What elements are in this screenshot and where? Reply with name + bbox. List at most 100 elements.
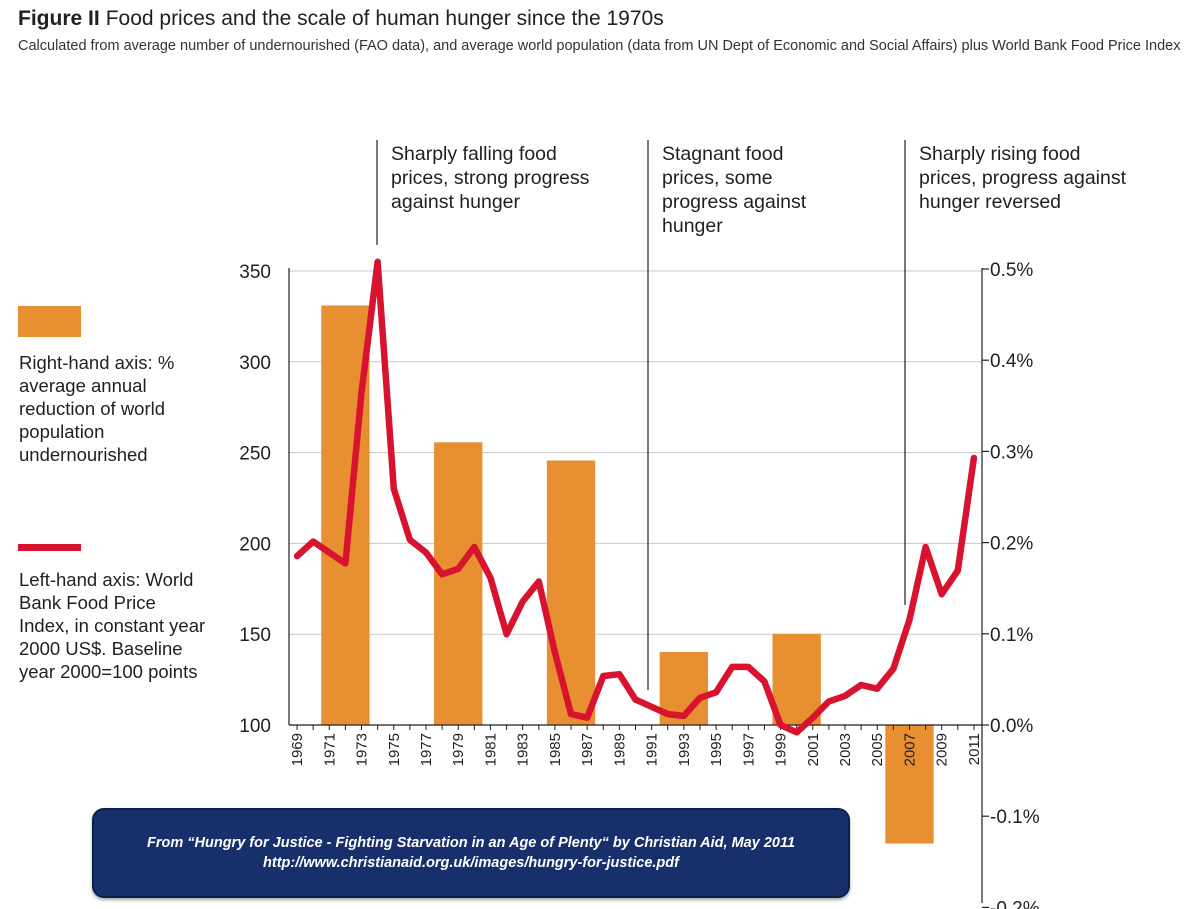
figure-label: Figure II bbox=[18, 7, 100, 30]
line-point bbox=[586, 717, 588, 719]
line-point bbox=[506, 633, 508, 635]
line-point bbox=[441, 573, 443, 575]
x-axis-tick-label: 2001 bbox=[805, 733, 822, 766]
annotation-text-line: hunger bbox=[662, 215, 723, 237]
x-axis-tick-label: 1977 bbox=[418, 733, 435, 766]
line-point bbox=[796, 731, 798, 733]
x-axis-tick-label: 2009 bbox=[934, 733, 951, 766]
line-point bbox=[489, 577, 491, 579]
source-line-1: From “Hungry for Justice - Fighting Star… bbox=[146, 835, 796, 851]
right-axis-tick-label: -0.2% bbox=[990, 898, 1040, 909]
right-axis-tick-label: 0.4% bbox=[990, 351, 1033, 372]
line-point bbox=[522, 601, 524, 603]
annotation-text: Stagnant food prices, some progress agains… bbox=[662, 143, 807, 237]
x-axis-tick-label: 2005 bbox=[869, 733, 886, 766]
line-point bbox=[554, 651, 556, 653]
line-point bbox=[780, 724, 782, 726]
line-point bbox=[377, 261, 379, 263]
line-point bbox=[763, 680, 765, 682]
line-point bbox=[667, 713, 669, 715]
line-point bbox=[941, 593, 943, 595]
grid-lines bbox=[289, 270, 982, 635]
left-axis-tick-label: 200 bbox=[239, 534, 271, 555]
right-axis-tick-label: 0.1% bbox=[990, 625, 1033, 646]
line-point bbox=[925, 546, 927, 548]
line-point bbox=[828, 700, 830, 702]
line-point bbox=[957, 570, 959, 572]
legend-bar-label: Right-hand axis: % average annual reduct… bbox=[19, 352, 175, 465]
x-axis-tick-label: 1989 bbox=[611, 733, 628, 766]
line-point bbox=[715, 691, 717, 693]
line-point bbox=[699, 697, 701, 699]
line-point bbox=[425, 551, 427, 553]
left-axis-tick-label: 150 bbox=[239, 625, 271, 646]
annotation-text-line: prices, some bbox=[662, 167, 773, 189]
legend-line-label: Left-hand axis: World Bank Food Price In… bbox=[19, 569, 206, 682]
legend-bar-swatch bbox=[18, 306, 81, 337]
bar bbox=[546, 460, 596, 725]
annotation-text-line: progress against bbox=[662, 191, 807, 213]
right-axis-tick-label: 0.0% bbox=[990, 716, 1033, 737]
x-axis-tick-label: 1997 bbox=[740, 733, 757, 766]
annotation-text-line: prices, progress against bbox=[919, 167, 1127, 189]
left-axis-tick-label: 300 bbox=[239, 353, 271, 374]
line-point bbox=[892, 668, 894, 670]
left-axis-tick-label: 250 bbox=[239, 444, 271, 465]
line-point bbox=[973, 457, 975, 459]
period-annotations: Sharply falling food prices, strong progr… bbox=[376, 140, 1127, 690]
line-point bbox=[844, 695, 846, 697]
line-point bbox=[731, 666, 733, 668]
line-point bbox=[296, 555, 298, 557]
line-point bbox=[361, 392, 363, 394]
annotation-text-line: prices, strong progress bbox=[391, 167, 590, 189]
line-point bbox=[683, 715, 685, 717]
line-point bbox=[409, 539, 411, 541]
line-point bbox=[812, 717, 814, 719]
chart-title: Figure II Food prices and the scale of hu… bbox=[18, 6, 1193, 32]
bar-series bbox=[321, 305, 934, 844]
x-axis-tick-label: 2011 bbox=[966, 733, 983, 765]
price-line-series bbox=[293, 258, 978, 736]
annotation-text-line: against hunger bbox=[391, 191, 521, 213]
annotation-text-line: Sharply rising food bbox=[919, 143, 1081, 165]
source-url: http://www.christianaid.org.uk/images/hu… bbox=[263, 855, 679, 871]
annotation-text: Sharply rising food prices, progress agai… bbox=[919, 143, 1127, 213]
annotation-text-line: hunger reversed bbox=[919, 191, 1061, 213]
chart-subtitle: Calculated from average number of undern… bbox=[18, 38, 1181, 54]
x-axis-tick-label: 1987 bbox=[579, 733, 596, 766]
line-point bbox=[328, 551, 330, 553]
bar bbox=[434, 442, 483, 725]
line-point bbox=[635, 699, 636, 701]
left-axis-tick-label: 100 bbox=[239, 716, 271, 737]
source-citation-box: From “Hungry for Justice - Fighting Star… bbox=[92, 808, 850, 898]
line-point bbox=[651, 706, 653, 708]
x-axis-tick-label: 1973 bbox=[354, 733, 371, 766]
line-point bbox=[344, 562, 346, 564]
x-axis-tick-label: 1971 bbox=[321, 733, 338, 766]
title-text: Food prices and the scale of human hunge… bbox=[105, 7, 664, 30]
x-axis-tick-label: 1999 bbox=[773, 733, 790, 766]
x-axis-tick-label: 1995 bbox=[708, 733, 725, 766]
x-axis-tick-label: 2003 bbox=[837, 733, 854, 766]
line-point bbox=[473, 546, 475, 548]
line-point bbox=[457, 568, 459, 570]
line-point bbox=[602, 675, 604, 677]
line-point bbox=[860, 684, 862, 686]
x-axis-tick-label: 1981 bbox=[482, 733, 499, 766]
x-axis-tick-label: 1975 bbox=[386, 733, 403, 766]
x-axis-tick-label: 1969 bbox=[289, 733, 306, 766]
axes: 100 150 200 250 300 350 -0.2% -0.1% 0.0% 0.1% 0.2%… bbox=[239, 260, 1039, 909]
line-point bbox=[393, 488, 395, 490]
bar bbox=[772, 633, 821, 725]
x-axis-tick-label: 1985 bbox=[547, 733, 564, 766]
x-axis-tick-label: 1993 bbox=[676, 733, 693, 766]
x-axis-tick-label: 2007 bbox=[901, 733, 918, 766]
line-point bbox=[570, 713, 572, 715]
annotation-text-line: Sharply falling food bbox=[391, 143, 557, 165]
legend-line-swatch bbox=[18, 544, 81, 551]
annotation-text: Sharply falling food prices, strong progr… bbox=[391, 143, 590, 213]
line-point bbox=[312, 541, 314, 543]
right-axis-tick-label: 0.5% bbox=[990, 260, 1033, 281]
right-axis-tick-label: 0.3% bbox=[990, 442, 1033, 463]
